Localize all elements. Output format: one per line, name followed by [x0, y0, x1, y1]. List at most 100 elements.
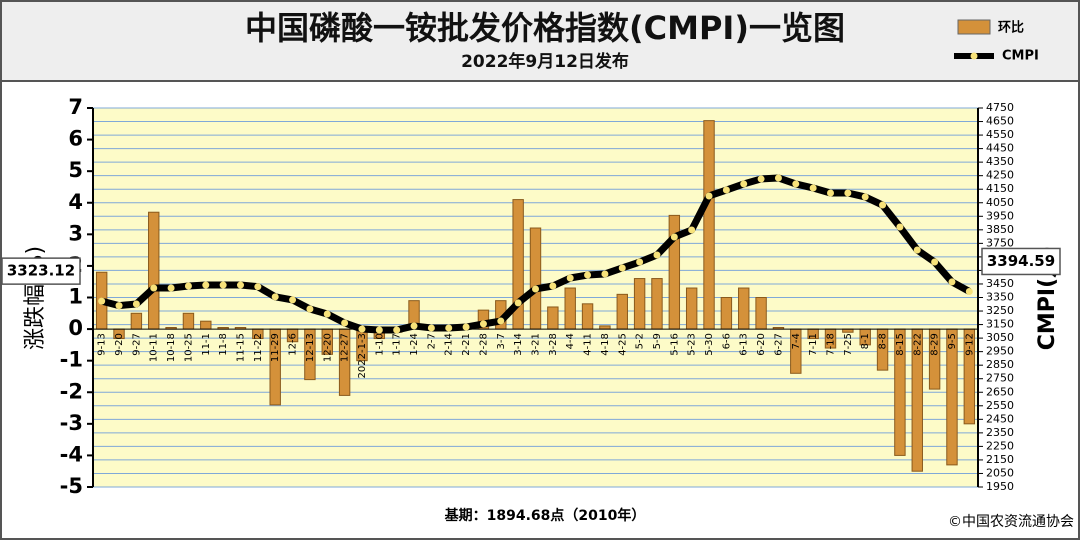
x-tick-label: 9-12: [964, 333, 975, 356]
x-tick-label: 9-20: [114, 333, 125, 356]
cmpi-dot: [237, 281, 244, 289]
bar: [720, 297, 733, 330]
x-tick-label: 11-22: [253, 333, 264, 362]
y2-tick-label: 4750: [986, 101, 1014, 114]
cmpi-dot: [792, 180, 800, 188]
cmpi-dot: [254, 283, 262, 291]
cmpi-dot: [913, 246, 921, 254]
y2-tick-label: 2250: [986, 439, 1014, 452]
cmpi-dot: [705, 192, 713, 200]
cmpi-dot: [167, 284, 175, 292]
x-tick-label: 12-27: [340, 333, 351, 362]
y-tick-label: 5: [68, 158, 83, 182]
x-tick-label: 5-16: [669, 333, 680, 356]
y2-tick-label: 4350: [986, 155, 1014, 168]
y-tick-label: 4: [68, 190, 83, 214]
y2-tick-label: 3850: [986, 223, 1014, 236]
cmpi-dot: [774, 174, 782, 182]
y2-tick-label: 2550: [986, 399, 1014, 412]
bar: [755, 297, 767, 330]
cmpi-dot: [722, 186, 730, 194]
cmpi-dot: [323, 310, 331, 318]
x-tick-label: 5-30: [704, 333, 715, 356]
legend-dot: [970, 52, 978, 60]
x-tick-label: 7-18: [826, 333, 837, 356]
x-tick-label: 2-7: [426, 333, 437, 349]
cmpi-dot: [132, 300, 140, 308]
x-tick-label: 4-11: [583, 333, 594, 356]
y-tick-label: -5: [60, 474, 83, 498]
bar: [200, 320, 212, 330]
bar: [581, 303, 594, 330]
cmpi-dot: [566, 274, 574, 282]
y2-tick-label: 2650: [986, 385, 1014, 398]
cmpi-dot: [115, 302, 123, 310]
y2-tick-label: 4250: [986, 169, 1014, 182]
y2-tick-label: 2450: [986, 412, 1014, 425]
y-tick-label: 6: [68, 127, 83, 151]
x-tick-label: 2-28: [478, 333, 489, 356]
y2-tick-label: 3050: [986, 331, 1014, 344]
cmpi-dot: [896, 223, 904, 231]
cmpi-dot: [393, 326, 401, 334]
x-tick-label: 12-6: [288, 333, 299, 356]
x-tick-label: 1-17: [392, 333, 403, 356]
x-tick-label: 6-6: [721, 333, 732, 349]
cmpi-dot: [184, 282, 192, 290]
bar: [564, 287, 576, 330]
x-tick-label: 9-5: [947, 333, 958, 349]
x-tick-label: 10-11: [149, 333, 160, 362]
x-tick-label: 3-21: [531, 333, 542, 356]
cmpi-dot: [827, 189, 834, 197]
cmpi-dot: [150, 284, 158, 292]
x-tick-label: 8-1: [860, 333, 871, 349]
y2-tick-label: 4450: [986, 142, 1014, 155]
cmpi-dot: [757, 175, 765, 183]
chart-title: 中国磷酸一铵批发价格指数(CMPI)一览图: [245, 9, 845, 47]
header: [0, 0, 1080, 82]
x-tick-label: 2022-1-3: [357, 333, 368, 378]
x-tick-label: 11-8: [218, 333, 229, 356]
value-label-box: [981, 247, 1061, 276]
y2-tick-label: 4050: [986, 196, 1014, 209]
x-tick-label: 4-25: [617, 333, 628, 356]
cmpi-dot: [358, 325, 366, 333]
x-tick-label: 2-21: [461, 333, 472, 356]
x-tick-label: 10-25: [183, 333, 194, 362]
x-tick-label: 11-15: [236, 333, 247, 362]
y2-tick-label: 4650: [986, 115, 1014, 128]
x-tick-label: 9-13: [97, 333, 108, 356]
bar: [703, 120, 715, 330]
y2-tick-label: 2350: [986, 426, 1014, 439]
cmpi-dot: [670, 233, 678, 241]
bar: [547, 306, 559, 330]
y2-tick-label: 4150: [986, 182, 1014, 195]
legend-swatch: [957, 19, 991, 35]
x-tick-label: 8-22: [912, 333, 923, 356]
cmpi-dot: [931, 258, 939, 266]
x-tick-label: 11-29: [270, 333, 281, 362]
cmpi-dot: [462, 323, 470, 331]
y2-tick-label: 4550: [986, 128, 1014, 141]
legend-label: CMPI: [1002, 49, 1039, 64]
cmpi-dot: [549, 282, 557, 290]
source: ©中国农资流通协会: [948, 514, 1074, 530]
cmpi-dot: [306, 305, 314, 313]
y2-tick-label: 3350: [986, 291, 1014, 304]
cmpi-dot: [636, 258, 644, 266]
bar: [130, 312, 143, 330]
bar: [685, 287, 698, 330]
cmpi-dot: [341, 319, 349, 327]
cmpi-dot: [532, 285, 539, 293]
x-tick-label: 9-27: [131, 333, 142, 356]
x-tick-label: 6-27: [773, 333, 784, 356]
x-tick-label: 3-28: [548, 333, 559, 356]
x-tick-label: 8-8: [878, 333, 889, 349]
bar: [148, 211, 160, 330]
x-tick-label: 8-29: [930, 333, 941, 356]
x-tick-label: 6-20: [756, 333, 767, 356]
cmpi-dot: [479, 320, 487, 328]
x-tick-label: 2-14: [444, 333, 455, 356]
y2-tick-label: 1950: [986, 480, 1014, 493]
